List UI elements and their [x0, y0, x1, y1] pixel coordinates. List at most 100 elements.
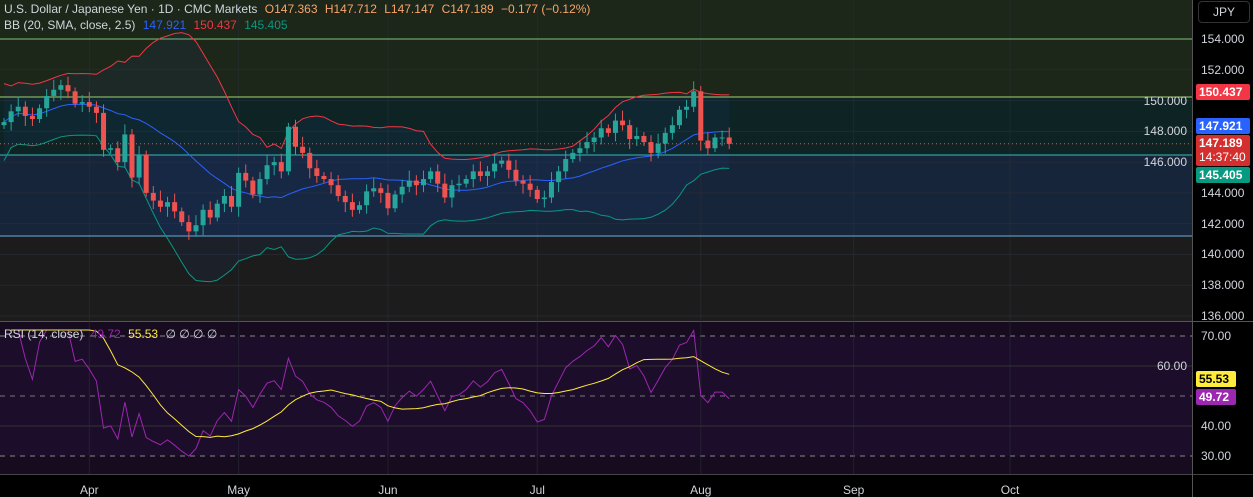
bb-basis-label: 147.921: [1196, 118, 1250, 134]
currency-button[interactable]: JPY: [1198, 1, 1250, 23]
candle-body: [378, 188, 384, 193]
rsi-tick: 60.00: [1156, 359, 1187, 373]
rsi-ma-value: 55.53: [128, 327, 159, 341]
candle-body: [328, 179, 334, 186]
candle-body: [86, 102, 92, 107]
candle-body: [470, 171, 476, 180]
candle-body: [22, 106, 28, 116]
candle-body: [236, 172, 242, 207]
rsi-tick: 70.00: [1201, 329, 1232, 343]
candle-body: [37, 108, 43, 120]
candle-body: [691, 91, 697, 107]
candle-body: [669, 125, 675, 133]
high-value: H147.712: [324, 2, 377, 16]
candle-body: [93, 106, 99, 113]
candle-body: [392, 194, 398, 209]
zone-mid: [0, 97, 1192, 155]
candle-body: [726, 137, 732, 144]
bb-name[interactable]: BB (20, SMA, close, 2.5): [4, 18, 136, 32]
candle-body: [172, 202, 178, 212]
candle-body: [570, 152, 576, 160]
candle-body: [51, 89, 57, 96]
rsi-ma-line: [11, 329, 730, 438]
candle-body: [307, 152, 313, 169]
candle-body: [477, 171, 483, 176]
candle-body: [484, 171, 490, 176]
candle-body: [371, 188, 377, 192]
rsi-name[interactable]: RSI (14, close): [4, 327, 84, 341]
time-tick: Oct: [1000, 483, 1020, 497]
rsi-ma-label: 55.53: [1196, 371, 1236, 387]
candle-body: [243, 172, 249, 181]
candle-body: [605, 128, 611, 133]
candle-body: [420, 179, 426, 186]
bb-lower-label: 145.405: [1196, 167, 1250, 183]
candle-body: [165, 202, 171, 207]
price-tick: 150.000: [1143, 93, 1187, 108]
time-tick: Aug: [690, 483, 712, 497]
candle-body: [463, 179, 469, 184]
candle-body: [136, 154, 142, 178]
candle-body: [442, 183, 448, 198]
candle-body: [577, 148, 583, 153]
price-tick: 148.000: [1143, 124, 1187, 139]
candle-body: [527, 183, 533, 190]
time-tick: Sep: [842, 483, 865, 497]
zone-lower: [0, 155, 1192, 236]
symbol-title: U.S. Dollar / Japanese Yen · 1D · CMC Ma…: [4, 2, 258, 16]
time-tick: May: [227, 483, 250, 497]
candle-body: [300, 146, 306, 153]
candle-body: [705, 140, 711, 149]
time-tick: Apr: [79, 483, 99, 497]
candle-body: [150, 192, 156, 201]
candle-body: [129, 134, 135, 178]
candle-body: [598, 128, 604, 138]
candle-body: [534, 189, 540, 200]
candle-body: [314, 168, 320, 176]
candle-body: [214, 203, 220, 218]
zone-upper: [0, 0, 1192, 97]
candle-body: [513, 169, 519, 181]
candle-body: [257, 179, 263, 195]
candle-body: [413, 180, 419, 186]
bb-basis-line: [3, 103, 730, 199]
candle-body: [79, 102, 85, 104]
change-value: −0.177 (−0.12%): [501, 2, 591, 16]
candle-body: [428, 171, 434, 180]
candle-body: [541, 197, 547, 200]
candle-body: [179, 211, 185, 223]
rsi-value: 49.72: [90, 327, 121, 341]
candle-body: [29, 115, 35, 120]
candle-body: [591, 137, 597, 143]
price-tick: 146.000: [1143, 155, 1187, 170]
symbol-legend: U.S. Dollar / Japanese Yen · 1D · CMC Ma…: [4, 2, 594, 16]
candle-body: [122, 134, 128, 163]
price-tick: 140.000: [1201, 247, 1245, 262]
candle-body: [221, 195, 227, 204]
candle-body: [556, 171, 562, 183]
rsi-extra: ∅ ∅ ∅ ∅: [165, 327, 218, 341]
candle-body: [449, 185, 455, 198]
bb-legend: BB (20, SMA, close, 2.5) 147.921 150.437…: [4, 18, 292, 32]
candle-body: [1, 122, 7, 126]
candle-body: [641, 135, 647, 143]
bb-upper-label: 150.437: [1196, 84, 1250, 100]
candle-body: [684, 106, 690, 110]
candle-body: [157, 200, 163, 207]
bb-lower: 145.405: [244, 18, 288, 32]
candle-body: [72, 91, 78, 104]
candle-body: [520, 180, 526, 184]
price-tick: 152.000: [1201, 62, 1245, 77]
price-tick: 136.000: [1201, 309, 1245, 324]
candle-body: [406, 180, 412, 187]
close-value: C147.189: [441, 2, 494, 16]
candle-body: [186, 222, 192, 232]
candle-body: [627, 125, 633, 140]
candle-body: [548, 182, 554, 198]
price-tick: 154.000: [1201, 32, 1245, 46]
candle-body: [662, 132, 668, 144]
candle-body: [712, 137, 718, 149]
candle-body: [58, 85, 64, 90]
countdown: 14:37:40: [1199, 150, 1246, 164]
